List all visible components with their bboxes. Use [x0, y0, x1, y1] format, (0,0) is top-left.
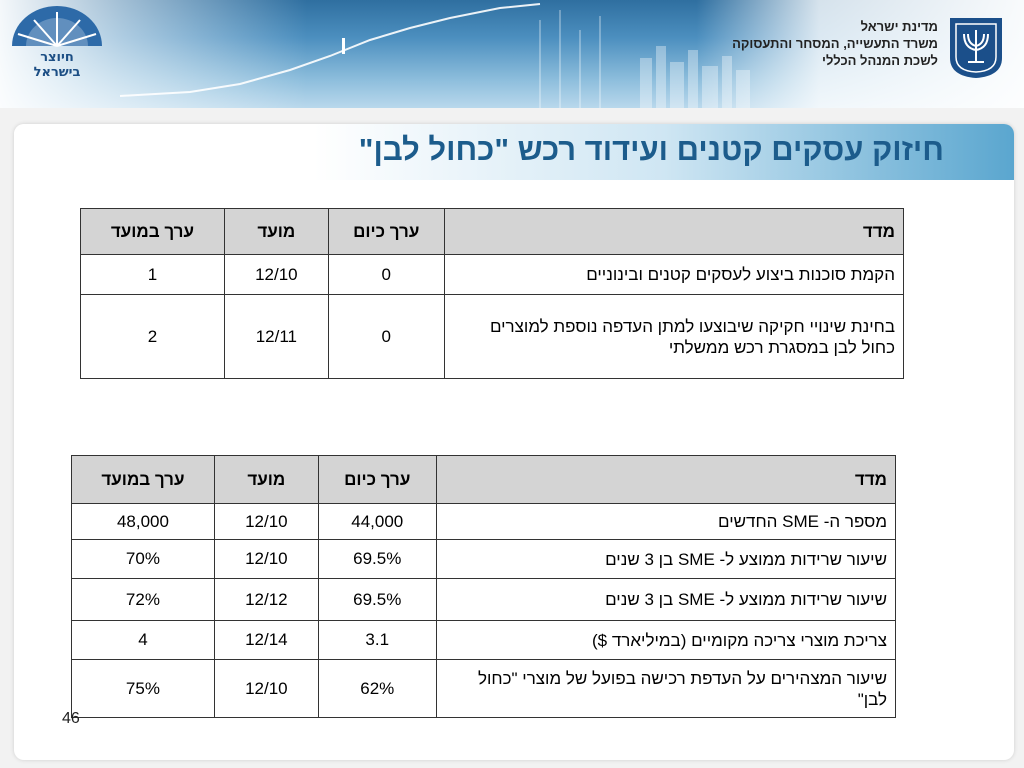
table-row: מספר ה- SME החדשים 44,000 12/10 48,000 — [71, 503, 897, 540]
current-value-cell: 44,000 — [317, 503, 437, 540]
current-value-cell: 62% — [317, 659, 437, 718]
current-value-cell: 0 — [327, 254, 445, 295]
state-emblem-icon — [950, 18, 1002, 78]
deadline-cell: 12/10 — [223, 254, 329, 295]
header-current: ערך כיום — [317, 455, 437, 504]
header-banner: חיוצר בישראל מדינת ישראל משרד התעשייה, ה… — [0, 0, 1024, 108]
metric-cell: בחינת שינויי חקיקה שיבוצעו למתן העדפה נו… — [443, 294, 905, 379]
deadline-cell: 12/14 — [213, 620, 319, 660]
table-row: הקמת סוכנות ביצוע לעסקים קטנים ובינוניים… — [80, 254, 905, 295]
metric-cell: מספר ה- SME החדשים — [435, 503, 897, 540]
header-deadline: מועד — [223, 208, 329, 255]
table-row: שיעור שרידות ממוצע ל- SME בן 3 שנים 69.5… — [71, 539, 897, 579]
table-row: צריכת מוצרי צריכה מקומיים (במיליארד $) 3… — [71, 620, 897, 660]
metric-cell: שיעור שרידות ממוצע ל- SME בן 3 שנים — [435, 578, 897, 621]
metrics-table-1: מדד ערך כיום מועד ערך במועד הקמת סוכנות … — [80, 208, 905, 379]
metric-cell: שיעור המצהירים על העדפת רכישה בפועל של מ… — [435, 659, 897, 718]
logo-line2: בישראל — [34, 65, 81, 80]
header-metric: מדד — [443, 208, 905, 255]
target-value-cell: 4 — [71, 620, 215, 660]
logo-line1: חיוצר — [40, 50, 74, 65]
page-title: חיזוק עסקים קטנים ועידוד רכש "כחול לבן" — [358, 132, 944, 167]
table-header-row: מדד ערך כיום מועד ערך במועד — [80, 208, 905, 255]
ministry-line-2: משרד התעשייה, המסחר והתעסוקה — [732, 36, 938, 51]
target-value-cell: 48,000 — [71, 503, 215, 540]
header-current: ערך כיום — [327, 208, 445, 255]
table-row: בחינת שינויי חקיקה שיבוצעו למתן העדפה נו… — [80, 294, 905, 379]
current-value-cell: 69.5% — [317, 578, 437, 621]
target-value-cell: 70% — [71, 539, 215, 579]
header-target: ערך במועד — [71, 455, 215, 504]
target-value-cell: 72% — [71, 578, 215, 621]
target-value-cell: 1 — [80, 254, 225, 295]
deadline-cell: 12/11 — [223, 294, 329, 379]
target-value-cell: 75% — [71, 659, 215, 718]
header-target: ערך במועד — [80, 208, 225, 255]
current-value-cell: 0 — [327, 294, 445, 379]
current-value-cell: 3.1 — [317, 620, 437, 660]
table-row: שיעור שרידות ממוצע ל- SME בן 3 שנים 69.5… — [71, 578, 897, 621]
metric-cell: שיעור שרידות ממוצע ל- SME בן 3 שנים — [435, 539, 897, 579]
metrics-table-2: מדד ערך כיום מועד ערך במועד מספר ה- SME … — [71, 455, 897, 718]
deadline-cell: 12/10 — [213, 539, 319, 579]
metric-cell: הקמת סוכנות ביצוע לעסקים קטנים ובינוניים — [443, 254, 905, 295]
deadline-cell: 12/10 — [213, 659, 319, 718]
metric-cell: צריכת מוצרי צריכה מקומיים (במיליארד $) — [435, 620, 897, 660]
ministry-name: מדינת ישראל משרד התעשייה, המסחר והתעסוקה… — [678, 18, 938, 69]
target-value-cell: 2 — [80, 294, 225, 379]
made-in-israel-logo: חיוצר בישראל — [12, 6, 102, 80]
deadline-cell: 12/12 — [213, 578, 319, 621]
title-band — [14, 124, 1014, 180]
deadline-cell: 12/10 — [213, 503, 319, 540]
ministry-line-1: מדינת ישראל — [860, 19, 938, 34]
slide-number: 46 — [62, 710, 80, 727]
current-value-cell: 69.5% — [317, 539, 437, 579]
table-row: שיעור המצהירים על העדפת רכישה בפועל של מ… — [71, 659, 897, 718]
table-header-row: מדד ערך כיום מועד ערך במועד — [71, 455, 897, 504]
header-deadline: מועד — [213, 455, 319, 504]
ministry-line-3: לשכת המנהל הכללי — [822, 53, 938, 68]
header-metric: מדד — [435, 455, 897, 504]
